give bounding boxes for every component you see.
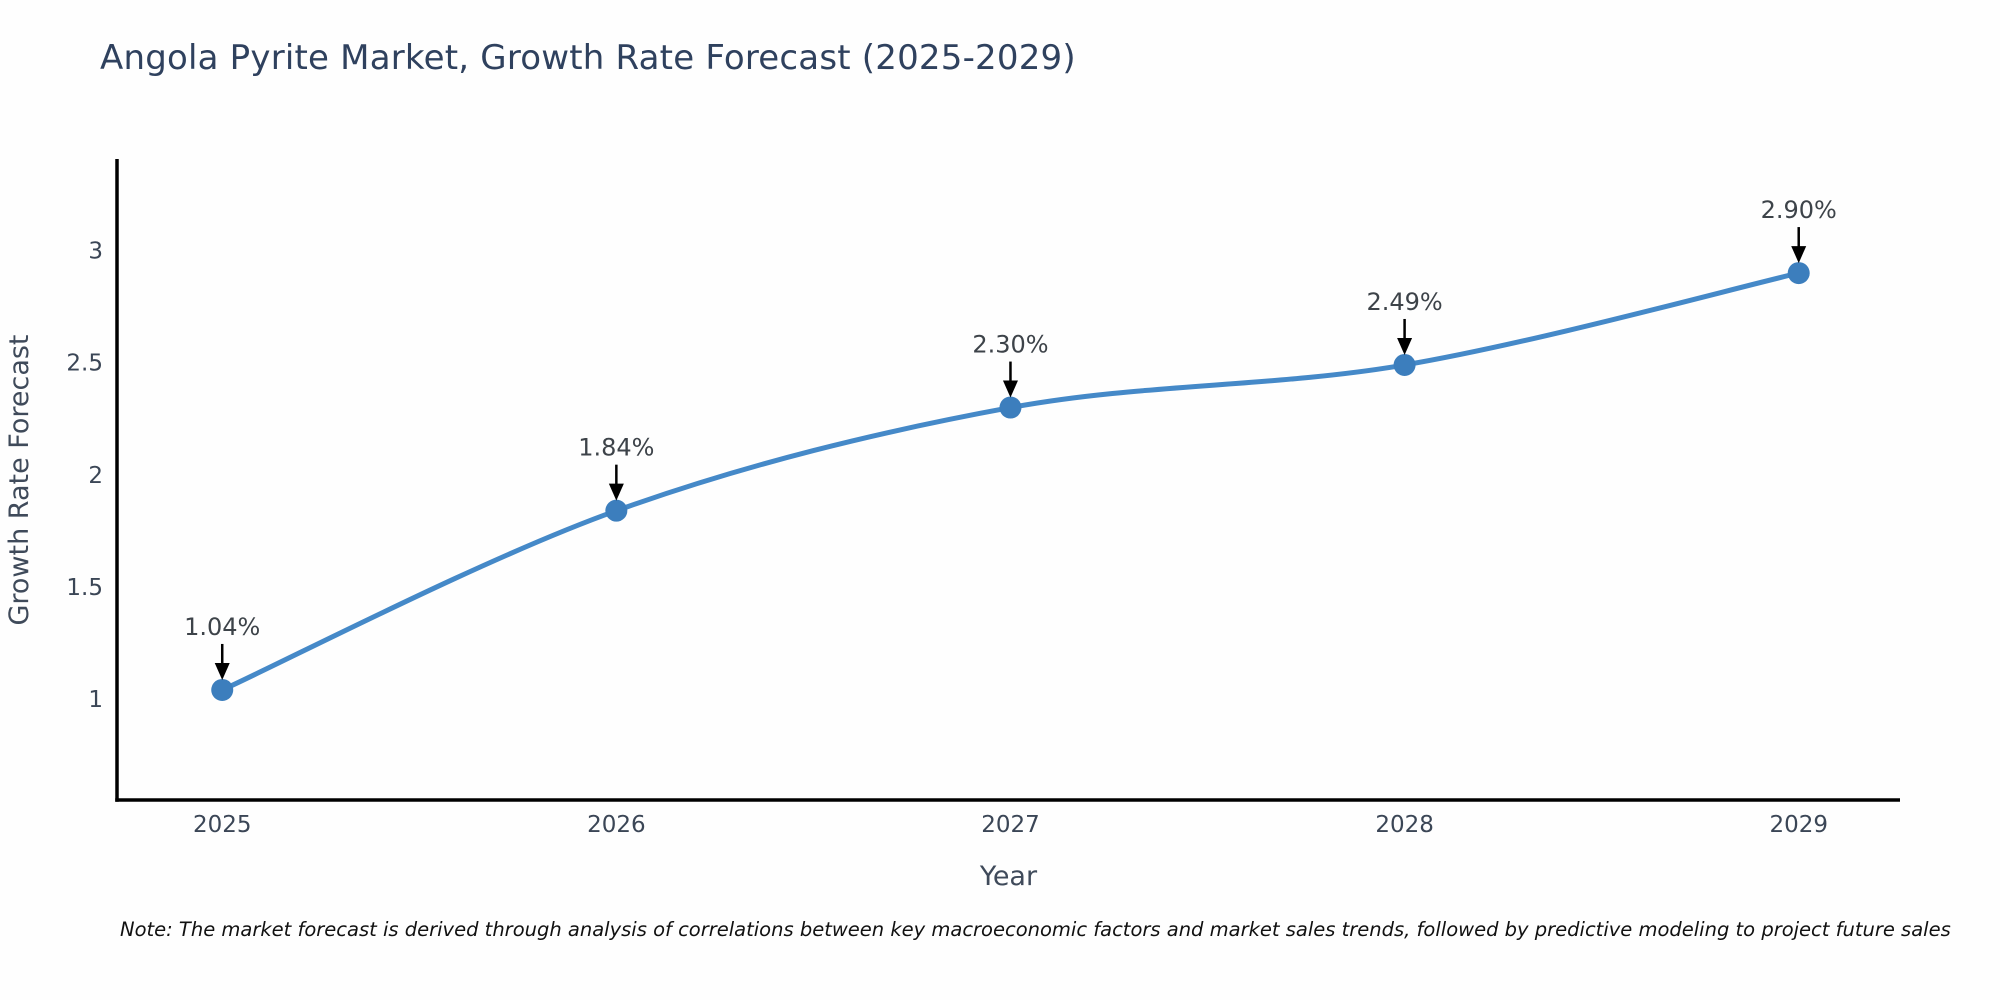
annotation-arrowhead <box>1002 380 1018 398</box>
y-tick-label: 1 <box>88 687 103 713</box>
x-tick-label: 2025 <box>193 812 252 838</box>
x-tick-label: 2026 <box>587 812 646 838</box>
y-axis-label: Growth Rate Forecast <box>4 334 35 625</box>
annotation-label: 2.30% <box>972 331 1048 359</box>
footnote: Note: The market forecast is derived thr… <box>120 918 1951 941</box>
y-tick-label: 3 <box>88 239 103 265</box>
y-tick-label: 2.5 <box>66 351 103 377</box>
annotation-arrowhead <box>1397 337 1413 355</box>
x-tick-label: 2028 <box>1375 812 1434 838</box>
annotation-label: 2.49% <box>1366 288 1442 316</box>
x-axis-label: Year <box>979 861 1038 892</box>
annotation-label: 1.04% <box>184 613 260 641</box>
data-point-2029 <box>1787 262 1810 285</box>
data-point-2026 <box>605 499 628 522</box>
x-tick-label: 2029 <box>1769 812 1828 838</box>
data-point-2027 <box>999 396 1022 419</box>
y-tick-label: 1.5 <box>66 575 103 601</box>
data-point-2028 <box>1393 353 1416 376</box>
y-tick-label: 2 <box>88 463 103 489</box>
annotation-label: 1.84% <box>578 434 654 462</box>
annotation-label: 2.90% <box>1761 196 1837 224</box>
annotation-arrowhead <box>1791 246 1807 264</box>
x-tick-label: 2027 <box>981 812 1040 838</box>
data-point-2025 <box>211 678 234 701</box>
chart-title: Angola Pyrite Market, Growth Rate Foreca… <box>100 38 1076 78</box>
annotation-arrowhead <box>608 483 624 501</box>
annotation-arrowhead <box>214 662 230 680</box>
